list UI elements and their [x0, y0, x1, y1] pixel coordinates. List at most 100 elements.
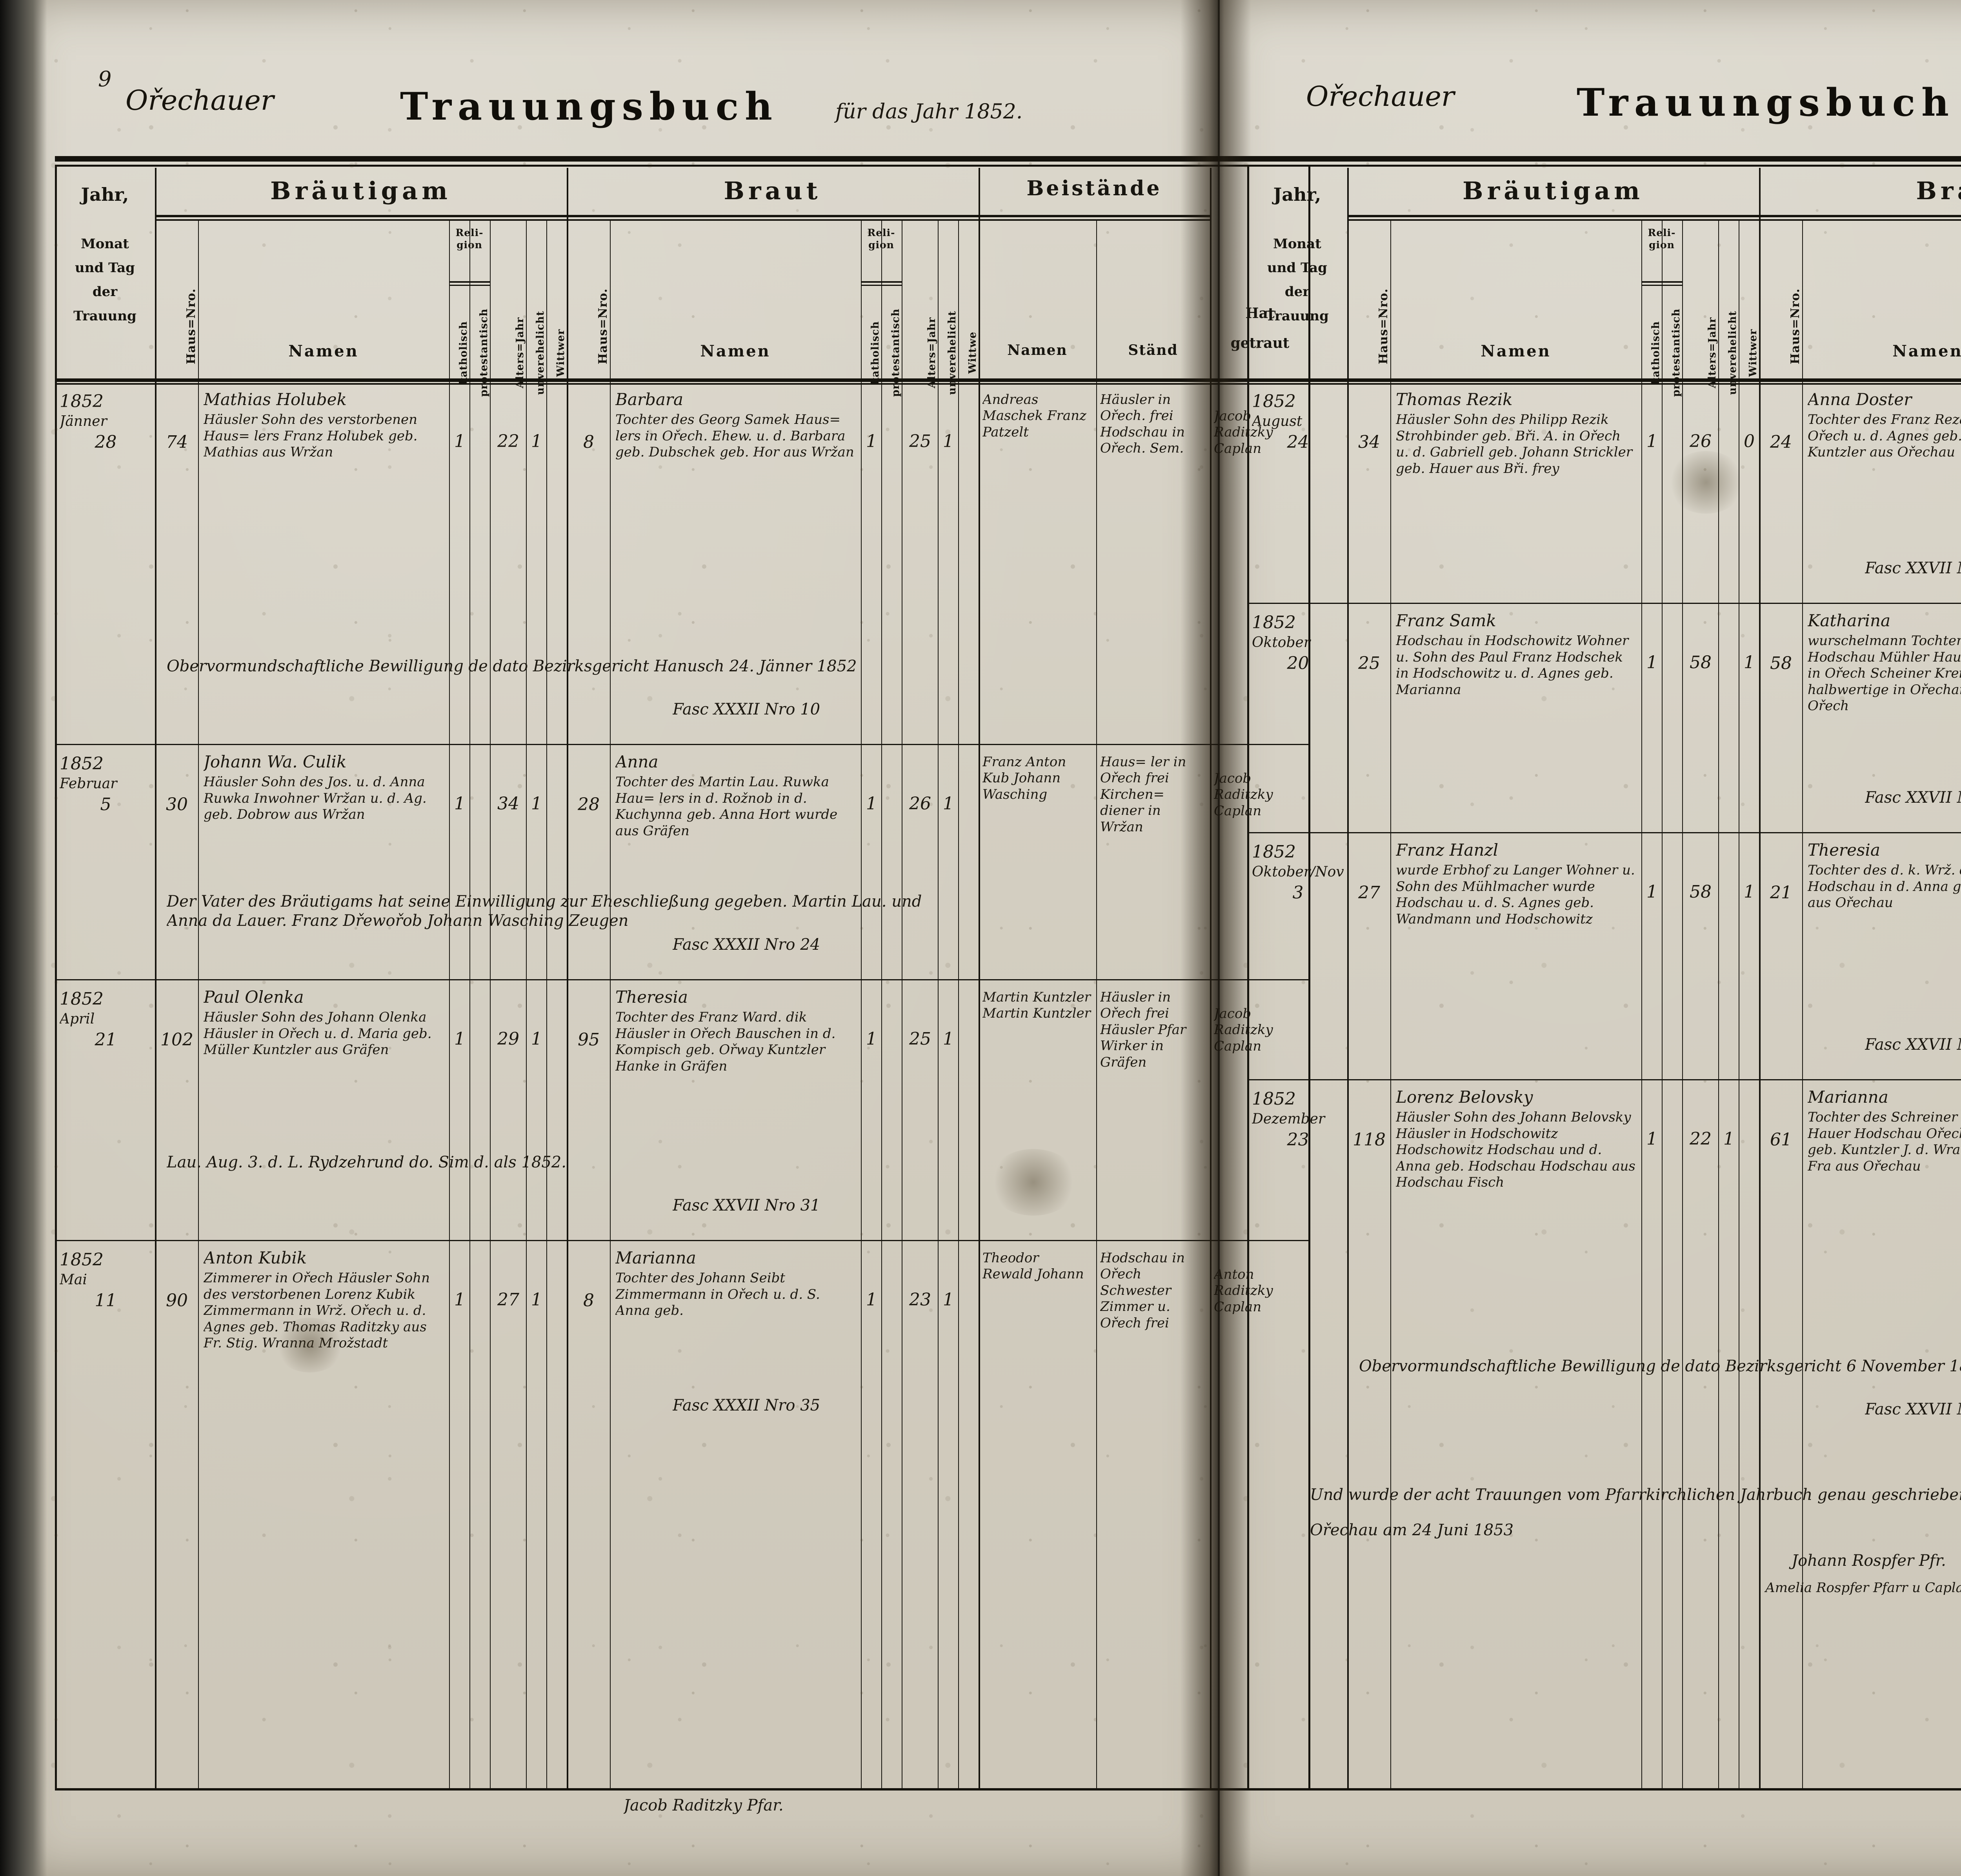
column-header-date-lines: Monat und Tag der Trauung — [73, 236, 136, 324]
entry-groom-age: 29 — [497, 1029, 519, 1049]
entry-groom-catholic: 1 — [1646, 882, 1657, 902]
entry-groom-name: Franz Samk Hodschau in Hodschowitz Wohner… — [1396, 611, 1629, 698]
entry-fasc-reference: Fasc XXVII Nro 31 — [673, 1196, 820, 1214]
column-header-house-no-groom: Haus=Nro. — [1377, 288, 1390, 364]
entry-date: 1852 Dezember 23 — [1252, 1089, 1325, 1150]
entry-bride-catholic: 1 — [866, 1029, 877, 1049]
table-vertical-rule — [861, 221, 862, 1788]
entry-note: Obervormundschaftliche Bewilligung de da… — [1359, 1357, 1961, 1375]
table-horizontal-rule — [861, 281, 902, 283]
entry-bride-name: Marianna Tochter des Johann Seibt Zimmerm… — [615, 1248, 820, 1319]
column-header-widower: Wittwer — [555, 329, 567, 377]
entry-note: Der Vater des Bräutigams hat seine Einwi… — [167, 893, 922, 930]
column-header-house-no-bride: Haus=Nro. — [1788, 288, 1802, 364]
entry-groom-catholic: 1 — [1646, 1129, 1657, 1149]
table-vertical-rule — [1759, 168, 1761, 1788]
table-horizontal-rule — [1247, 156, 1961, 162]
entry-groom-house-no: 25 — [1358, 653, 1380, 673]
entry-bride-house-no: 28 — [578, 794, 600, 814]
entry-groom-age: 58 — [1690, 882, 1712, 902]
column-header-names-groom: Namen — [288, 342, 359, 360]
entry-fasc-reference: Fasc XXXII Nro 35 — [673, 1396, 820, 1414]
table-vertical-rule — [1641, 221, 1642, 1788]
entry-fasc-reference: Fasc XXVII Nro 51 — [1865, 1036, 1961, 1054]
table-vertical-rule — [155, 168, 156, 1788]
entry-groom-name: Paul Olenka Häusler Sohn des Johann Olenk… — [204, 987, 432, 1058]
column-header-year: Jahr, — [1273, 184, 1321, 205]
table-horizontal-rule — [1247, 165, 1961, 167]
entry-bride-house-no: 58 — [1770, 653, 1792, 673]
entry-fasc-reference: Fasc XXVII Nro 42 — [1865, 559, 1961, 577]
column-header-names-bride: Namen — [1892, 342, 1961, 360]
entry-groom-name: Mathias Holubek Häusler Sohn des verstorb… — [204, 390, 418, 460]
table-horizontal-rule — [55, 378, 1310, 382]
entry-date: 1852 August 24 — [1252, 391, 1309, 452]
entry-groom-name: Anton Kubik Zimmerer in Ořech Häusler Soh… — [204, 1248, 430, 1351]
column-header-widow: Wittwe — [967, 331, 979, 374]
entry-groom-age: 58 — [1690, 653, 1712, 673]
table-horizontal-rule — [979, 215, 1210, 217]
group-header-groom: Bräutigam — [270, 176, 451, 205]
entry-bride-house-no: 21 — [1770, 883, 1792, 903]
column-header-religion: Reli-gion — [867, 227, 895, 251]
entry-groom-age: 26 — [1690, 431, 1712, 451]
entry-bride-catholic: 1 — [866, 431, 877, 451]
entry-married-by: Jacob Raditzky Caplan — [1214, 771, 1273, 819]
table-vertical-rule — [55, 165, 57, 1788]
table-vertical-rule — [1802, 221, 1803, 1788]
entry-groom-age: 27 — [497, 1290, 519, 1310]
table-horizontal-rule — [1247, 378, 1961, 382]
table-horizontal-rule — [155, 219, 567, 221]
entry-groom-age: 34 — [497, 794, 519, 814]
entry-groom-house-no: 90 — [166, 1291, 188, 1311]
column-header-catholic-bride: katholisch — [870, 321, 881, 385]
entry-witness-names: Theodor Rewald Johann — [982, 1250, 1084, 1282]
entry-witness-stand: Hodschau in Ořech Schwester Zimmer u. Oř… — [1100, 1250, 1185, 1331]
entry-groom-catholic: 1 — [1646, 431, 1657, 451]
table-horizontal-rule — [1759, 215, 1961, 217]
entry-date: 1852 Mai 11 — [60, 1250, 117, 1311]
table-horizontal-rule — [55, 979, 1310, 980]
entry-witness-stand: Häusler in Ořech frei Häusler Pfar Wirke… — [1100, 989, 1186, 1070]
table-horizontal-rule — [449, 281, 490, 283]
column-header-house-no-groom: Haus=Nro. — [184, 288, 198, 364]
entry-groom-name: Franz Hanzl wurde Erbhof zu Langer Wohner… — [1396, 840, 1635, 927]
entry-bride-house-no: 8 — [583, 432, 594, 452]
entry-bride-unmarried: 1 — [943, 794, 954, 814]
entry-groom-catholic: 1 — [454, 1029, 465, 1049]
entry-groom-name: Johann Wa. Culik Häusler Sohn des Jos. u.… — [204, 752, 427, 823]
table-horizontal-rule — [55, 165, 1310, 167]
entry-witness-names: Andreas Maschek Franz Patzelt — [982, 392, 1086, 440]
column-header-stand: Ständ — [1128, 342, 1178, 358]
column-header-unmarried-groom: unverehelicht — [535, 311, 546, 395]
entry-bride-house-no: 8 — [583, 1291, 594, 1311]
entry-groom-house-no: 27 — [1358, 883, 1380, 903]
entry-bride-house-no: 95 — [578, 1030, 600, 1050]
column-header-religion: Reli-gion — [1648, 227, 1676, 251]
table-vertical-rule — [490, 221, 491, 1788]
column-header-protestant-bride: protestantisch — [890, 308, 902, 397]
entry-groom-catholic: 1 — [1646, 653, 1657, 673]
entry-bride-unmarried: 1 — [943, 1029, 954, 1049]
entry-witness-stand: Häusler in Ořech. frei Hodschau in Ořech… — [1100, 392, 1185, 456]
table-vertical-rule — [610, 221, 611, 1788]
table-horizontal-rule — [1247, 1788, 1961, 1791]
entry-witness-names: Franz Anton Kub Johann Wasching — [982, 754, 1066, 802]
entry-groom-house-no: 118 — [1353, 1130, 1386, 1150]
table-vertical-rule — [1718, 221, 1719, 1788]
table-horizontal-rule — [1641, 285, 1682, 286]
entry-married-by: Jacob Raditzky Caplan — [1214, 1006, 1273, 1054]
entry-fasc-reference: Fasc XXVII Nro 46 — [1865, 789, 1961, 807]
left-leaf — [16, 0, 1218, 1876]
entry-groom-unmarried: 1 — [531, 1290, 542, 1310]
table-horizontal-rule — [1247, 1079, 1961, 1080]
entry-bride-age: 23 — [909, 1290, 931, 1310]
entry-groom-name: Thomas Rezik Häusler Sohn des Philipp Rez… — [1396, 390, 1633, 476]
table-horizontal-rule — [55, 156, 1310, 162]
entry-note: Lau. Aug. 3. d. L. Rydzehrund do. Sim d.… — [167, 1153, 566, 1171]
column-header-names-groom: Namen — [1481, 342, 1551, 360]
parish-name-left: Ořechauer — [126, 84, 274, 116]
table-horizontal-rule — [55, 1240, 1310, 1241]
